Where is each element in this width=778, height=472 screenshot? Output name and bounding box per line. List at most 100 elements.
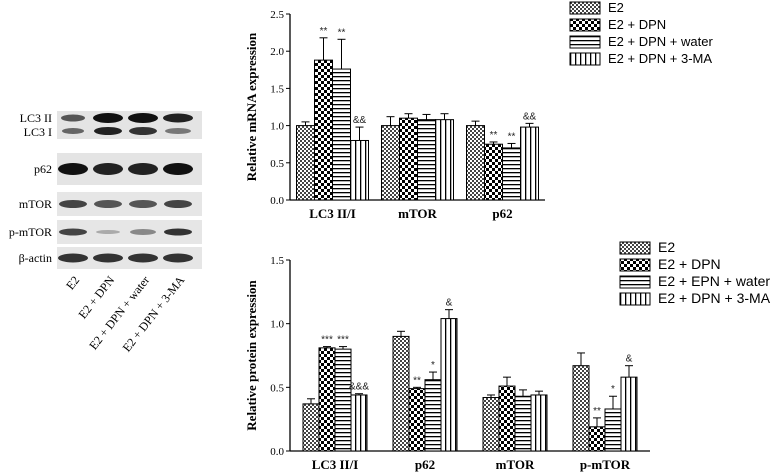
mrna-chart: 0.0 0.5 1.0 1.5 2.0 2.5 Relative mRNA expressi… bbox=[244, 0, 713, 221]
significance-label: & bbox=[446, 298, 453, 309]
significance-label: && bbox=[523, 111, 537, 122]
blot-label: LC3 II bbox=[20, 111, 52, 125]
significance-label: &&& bbox=[349, 382, 369, 393]
significance-label: && bbox=[353, 115, 367, 126]
significance-label: * bbox=[611, 384, 615, 395]
y-tick-label: 0.5 bbox=[270, 158, 284, 170]
band bbox=[58, 253, 88, 263]
y-tick-label: 1.5 bbox=[270, 83, 284, 95]
lane-label: E2 bbox=[63, 273, 82, 292]
band bbox=[129, 200, 157, 208]
x-tick-label: mTOR bbox=[496, 457, 535, 472]
bar bbox=[417, 119, 436, 201]
bar bbox=[514, 395, 532, 452]
bar bbox=[302, 403, 320, 452]
blot-label: mTOR bbox=[19, 197, 52, 211]
y-tick-label: 2.0 bbox=[270, 46, 284, 58]
band bbox=[62, 128, 84, 134]
bar bbox=[588, 426, 606, 452]
legend-swatch bbox=[619, 241, 651, 255]
bar bbox=[530, 394, 548, 452]
legend-swatch bbox=[569, 18, 601, 32]
bar bbox=[381, 125, 400, 201]
legend-swatch bbox=[569, 52, 601, 66]
band bbox=[130, 229, 156, 235]
band bbox=[96, 230, 120, 234]
legend-swatch bbox=[619, 258, 651, 272]
western-blot: LC3 II LC3 I p62 mTOR p-mTOR β-actin E2 … bbox=[9, 111, 202, 355]
y-tick-label: 1.0 bbox=[270, 319, 284, 331]
bar bbox=[435, 119, 454, 201]
significance-label: ** bbox=[593, 406, 601, 417]
legend-label: E2 + DPN + water bbox=[608, 34, 713, 49]
band bbox=[165, 128, 191, 134]
bar bbox=[399, 117, 418, 201]
legend-swatch bbox=[569, 35, 601, 49]
band bbox=[93, 163, 123, 175]
band bbox=[93, 113, 123, 123]
band bbox=[59, 228, 87, 236]
bar bbox=[498, 385, 516, 452]
band bbox=[128, 113, 158, 123]
bar bbox=[296, 125, 315, 201]
legend-swatch bbox=[619, 292, 651, 306]
bar bbox=[350, 139, 369, 201]
blot-label: LC3 I bbox=[24, 125, 52, 139]
bar bbox=[520, 126, 539, 201]
bar bbox=[482, 397, 500, 452]
legend-swatch bbox=[569, 1, 601, 15]
y-tick-label: 0.5 bbox=[270, 382, 284, 394]
significance-label: * bbox=[431, 360, 435, 371]
significance-label: *** bbox=[337, 335, 349, 346]
legend-label: E2 + DPN + 3-MA bbox=[608, 51, 712, 66]
lane-label: E2 + DPN + 3-MA bbox=[120, 273, 188, 355]
legend-label: E2 + EPN + water bbox=[658, 273, 770, 289]
significance-label: ** bbox=[413, 375, 421, 386]
blot-label: p-mTOR bbox=[9, 225, 52, 239]
band bbox=[94, 200, 122, 208]
bar bbox=[408, 388, 426, 452]
x-tick-label: LC3 II/I bbox=[312, 457, 359, 472]
significance-label: & bbox=[626, 354, 633, 365]
band bbox=[128, 253, 158, 263]
band bbox=[163, 253, 193, 263]
bar bbox=[332, 68, 351, 201]
band bbox=[164, 228, 192, 236]
bar bbox=[572, 365, 590, 452]
x-tick-label: p-mTOR bbox=[580, 457, 631, 472]
blot-label: β-actin bbox=[19, 251, 52, 265]
significance-label: ** bbox=[490, 130, 498, 141]
bar bbox=[620, 376, 638, 452]
band bbox=[163, 113, 193, 123]
y-tick-label: 1.5 bbox=[270, 255, 284, 267]
legend-label: E2 + DPN + 3-MA bbox=[658, 290, 771, 306]
y-axis-label: Relative protein expression bbox=[244, 280, 259, 431]
legend-label: E2 + DPN bbox=[608, 17, 666, 32]
y-tick-label: 2.5 bbox=[270, 9, 284, 21]
band bbox=[163, 163, 193, 175]
x-tick-label: LC3 II/I bbox=[309, 206, 356, 221]
band bbox=[93, 253, 123, 263]
bar bbox=[318, 347, 336, 452]
band bbox=[164, 200, 192, 208]
band bbox=[128, 163, 158, 175]
band bbox=[59, 200, 87, 208]
band bbox=[61, 114, 85, 122]
y-tick-label: 0.0 bbox=[270, 195, 284, 207]
bar bbox=[424, 379, 442, 452]
significance-label: ** bbox=[508, 131, 516, 142]
bar bbox=[392, 335, 410, 452]
y-axis-label: Relative mRNA expression bbox=[244, 32, 259, 181]
bar bbox=[314, 59, 333, 201]
x-tick-label: p62 bbox=[415, 457, 435, 472]
legend-label: E2 + DPN bbox=[658, 256, 721, 272]
x-tick-label: p62 bbox=[492, 206, 512, 221]
legend-swatch bbox=[619, 275, 651, 289]
bar bbox=[484, 143, 503, 201]
bar bbox=[440, 318, 458, 452]
bar bbox=[502, 147, 521, 201]
bar bbox=[350, 394, 368, 452]
band bbox=[58, 163, 88, 175]
